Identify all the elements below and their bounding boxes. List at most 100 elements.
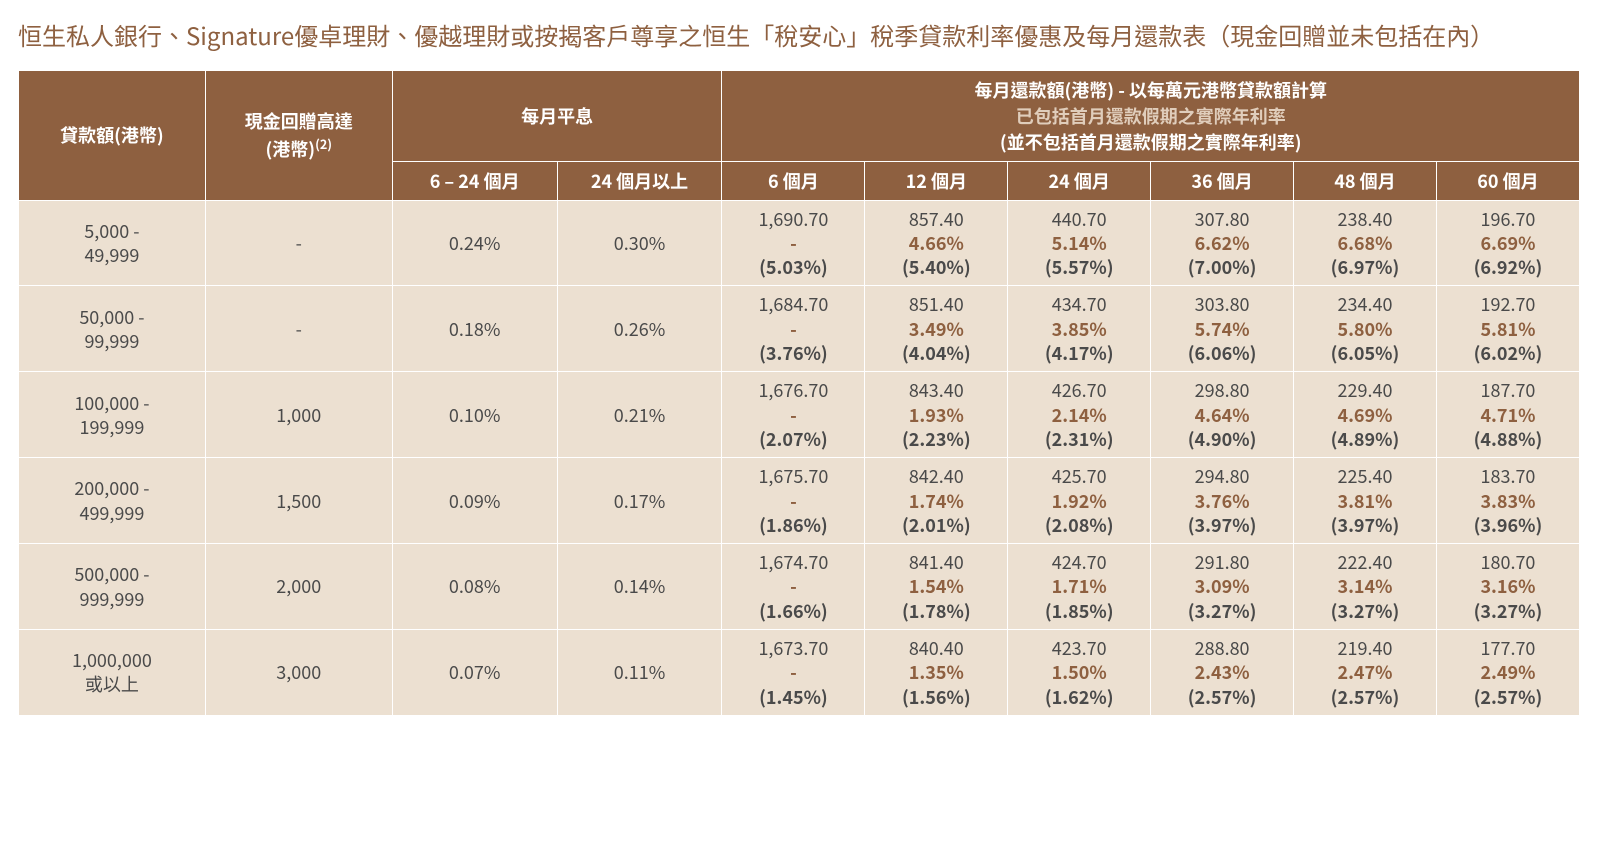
repay-apr-included: 1.92%	[1016, 489, 1142, 513]
cell-monthly-repay: 1,675.70-(1.86%)	[722, 458, 865, 544]
cell-flat-rate: 0.21%	[557, 372, 722, 458]
repay-amount: 222.40	[1302, 550, 1428, 574]
repay-apr-excluded: (2.01%)	[873, 513, 999, 537]
repay-apr-excluded: (6.02%)	[1445, 341, 1571, 365]
cell-loan-amount: 100,000 -199,999	[19, 372, 206, 458]
repay-amount: 1,684.70	[730, 292, 856, 316]
repay-amount: 180.70	[1445, 550, 1571, 574]
repay-amount: 1,690.70	[730, 207, 856, 231]
cell-cash-rebate: 1,000	[205, 372, 392, 458]
repay-amount: 423.70	[1016, 636, 1142, 660]
flat-col-1: 24 個月以上	[557, 161, 722, 200]
cell-monthly-repay: 851.403.49%(4.04%)	[865, 286, 1008, 372]
repay-apr-included: 1.35%	[873, 660, 999, 684]
repay-apr-included: 3.83%	[1445, 489, 1571, 513]
cell-flat-rate: 0.30%	[557, 200, 722, 286]
cell-monthly-repay: 238.406.68%(6.97%)	[1294, 200, 1437, 286]
cell-loan-amount: 200,000 -499,999	[19, 458, 206, 544]
repay-apr-included: 6.69%	[1445, 231, 1571, 255]
month-col-1: 12 個月	[865, 161, 1008, 200]
repay-apr-included: -	[730, 403, 856, 427]
col-cash-rebate-sup: (2)	[315, 134, 332, 153]
repay-apr-included: 1.74%	[873, 489, 999, 513]
cell-monthly-repay: 298.804.64%(4.90%)	[1151, 372, 1294, 458]
repay-amount: 841.40	[873, 550, 999, 574]
repay-amount: 183.70	[1445, 464, 1571, 488]
cell-flat-rate: 0.07%	[392, 630, 557, 716]
repay-apr-excluded: (1.86%)	[730, 513, 856, 537]
repay-amount: 851.40	[873, 292, 999, 316]
repay-amount: 426.70	[1016, 378, 1142, 402]
month-col-4: 48 個月	[1294, 161, 1437, 200]
cell-monthly-repay: 423.701.50%(1.62%)	[1008, 630, 1151, 716]
cell-flat-rate: 0.08%	[392, 544, 557, 630]
table-row: 500,000 -999,9992,0000.08%0.14%1,674.70-…	[19, 544, 1580, 630]
repay-apr-excluded: (2.08%)	[1016, 513, 1142, 537]
cell-monthly-repay: 303.805.74%(6.06%)	[1151, 286, 1294, 372]
repay-apr-included: 6.68%	[1302, 231, 1428, 255]
repay-apr-excluded: (2.57%)	[1159, 685, 1285, 709]
repay-apr-included: -	[730, 660, 856, 684]
repay-amount: 303.80	[1159, 292, 1285, 316]
repay-amount: 424.70	[1016, 550, 1142, 574]
cell-loan-amount: 5,000 -49,999	[19, 200, 206, 286]
repay-amount: 225.40	[1302, 464, 1428, 488]
repay-amount: 288.80	[1159, 636, 1285, 660]
col-flat-rate: 每月平息	[392, 70, 722, 161]
repay-amount: 1,674.70	[730, 550, 856, 574]
col-loan-amount: 貸款額(港幣)	[19, 70, 206, 200]
repay-apr-excluded: (1.85%)	[1016, 599, 1142, 623]
repay-apr-included: 3.09%	[1159, 574, 1285, 598]
repay-apr-excluded: (4.17%)	[1016, 341, 1142, 365]
repay-apr-excluded: (1.45%)	[730, 685, 856, 709]
table-header: 貸款額(港幣) 現金回贈高達(港幣)(2) 每月平息 每月還款額(港幣) - 以…	[19, 70, 1580, 200]
repay-amount: 425.70	[1016, 464, 1142, 488]
repay-amount: 238.40	[1302, 207, 1428, 231]
repay-apr-excluded: (3.27%)	[1159, 599, 1285, 623]
cell-monthly-repay: 1,684.70-(3.76%)	[722, 286, 865, 372]
cell-monthly-repay: 440.705.14%(5.57%)	[1008, 200, 1151, 286]
loan-rate-table: 貸款額(港幣) 現金回贈高達(港幣)(2) 每月平息 每月還款額(港幣) - 以…	[18, 70, 1580, 716]
repay-apr-included: 2.49%	[1445, 660, 1571, 684]
cell-monthly-repay: 187.704.71%(4.88%)	[1436, 372, 1579, 458]
cell-flat-rate: 0.10%	[392, 372, 557, 458]
repay-apr-included: 1.93%	[873, 403, 999, 427]
repay-amount: 440.70	[1016, 207, 1142, 231]
cell-monthly-repay: 234.405.80%(6.05%)	[1294, 286, 1437, 372]
cell-flat-rate: 0.14%	[557, 544, 722, 630]
cell-monthly-repay: 843.401.93%(2.23%)	[865, 372, 1008, 458]
repay-amount: 298.80	[1159, 378, 1285, 402]
repay-apr-excluded: (3.27%)	[1445, 599, 1571, 623]
repay-sub-included: 已包括首月還款假期之實際年利率	[730, 103, 1571, 129]
cell-loan-amount: 50,000 -99,999	[19, 286, 206, 372]
repay-amount: 229.40	[1302, 378, 1428, 402]
cell-monthly-repay: 225.403.81%(3.97%)	[1294, 458, 1437, 544]
repay-apr-included: 3.49%	[873, 317, 999, 341]
cell-monthly-repay: 222.403.14%(3.27%)	[1294, 544, 1437, 630]
repay-apr-included: 1.71%	[1016, 574, 1142, 598]
cell-cash-rebate: 1,500	[205, 458, 392, 544]
repay-apr-excluded: (3.97%)	[1159, 513, 1285, 537]
cell-monthly-repay: 291.803.09%(3.27%)	[1151, 544, 1294, 630]
repay-apr-included: 4.66%	[873, 231, 999, 255]
repay-apr-included: 1.50%	[1016, 660, 1142, 684]
repay-apr-excluded: (6.06%)	[1159, 341, 1285, 365]
repay-apr-included: 5.80%	[1302, 317, 1428, 341]
repay-amount: 1,673.70	[730, 636, 856, 660]
repay-apr-included: 1.54%	[873, 574, 999, 598]
repay-apr-excluded: (6.92%)	[1445, 255, 1571, 279]
cell-monthly-repay: 219.402.47%(2.57%)	[1294, 630, 1437, 716]
cell-monthly-repay: 294.803.76%(3.97%)	[1151, 458, 1294, 544]
repay-apr-excluded: (4.88%)	[1445, 427, 1571, 451]
cell-monthly-repay: 840.401.35%(1.56%)	[865, 630, 1008, 716]
month-col-5: 60 個月	[1436, 161, 1579, 200]
repay-apr-excluded: (6.05%)	[1302, 341, 1428, 365]
table-row: 200,000 -499,9991,5000.09%0.17%1,675.70-…	[19, 458, 1580, 544]
repay-apr-excluded: (2.57%)	[1302, 685, 1428, 709]
cell-cash-rebate: -	[205, 200, 392, 286]
table-row: 5,000 -49,999-0.24%0.30%1,690.70-(5.03%)…	[19, 200, 1580, 286]
repay-apr-included: 4.64%	[1159, 403, 1285, 427]
cell-flat-rate: 0.17%	[557, 458, 722, 544]
repay-sub-excluded: (並不包括首月還款假期之實際年利率)	[730, 129, 1571, 155]
repay-apr-included: 3.76%	[1159, 489, 1285, 513]
